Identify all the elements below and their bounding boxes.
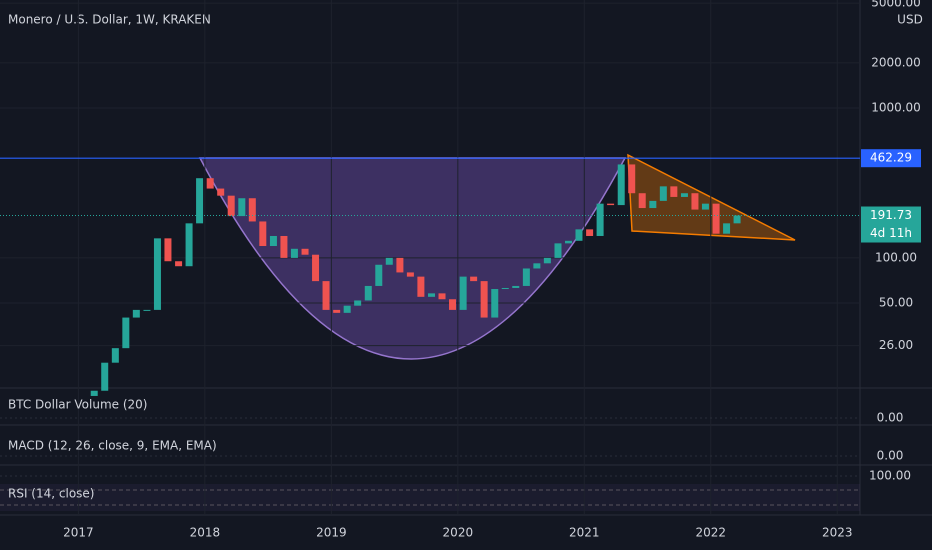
candle	[375, 264, 383, 286]
candle	[522, 268, 530, 286]
candle	[649, 200, 657, 209]
candle	[227, 195, 235, 217]
candle	[417, 276, 425, 297]
candle	[586, 229, 594, 236]
candle	[312, 254, 320, 282]
currency-label: USD	[897, 13, 923, 27]
candle	[185, 223, 193, 267]
y-tick-label: 100.00	[875, 250, 917, 264]
candle	[564, 240, 572, 244]
candle	[301, 248, 309, 255]
candle	[575, 229, 583, 241]
candle	[438, 293, 446, 300]
candle	[628, 164, 636, 194]
resistance-tag	[861, 149, 921, 168]
candle	[670, 186, 678, 197]
x-tick-label: 2017	[63, 526, 94, 540]
candle	[217, 188, 225, 196]
x-tick-label: 2022	[695, 526, 726, 540]
candle	[680, 193, 688, 197]
pane-title: RSI (14, close)	[8, 487, 94, 501]
candle	[638, 193, 646, 209]
candle	[259, 221, 267, 247]
candle	[607, 203, 615, 206]
candle	[396, 257, 404, 273]
candle	[280, 235, 288, 258]
resistance-label: 462.29	[870, 151, 912, 165]
candle	[491, 289, 499, 318]
candle	[701, 203, 709, 210]
x-tick-label: 2020	[443, 526, 474, 540]
candle	[153, 238, 161, 310]
candle	[659, 186, 667, 201]
candle	[269, 235, 277, 247]
countdown-label: 4d 11h	[870, 226, 912, 240]
chart-title: Monero / U.S. Dollar, 1W, KRAKEN	[8, 13, 211, 27]
candle	[428, 293, 436, 297]
y-tick-label: 50.00	[879, 296, 913, 310]
candle	[333, 309, 341, 313]
candle	[617, 164, 625, 206]
candle	[238, 198, 246, 217]
candle	[385, 257, 393, 265]
pane-tick-label: 0.00	[877, 449, 904, 463]
candle	[364, 285, 372, 301]
candle	[533, 263, 541, 269]
candle	[501, 287, 509, 290]
pane-title: MACD (12, 26, close, 9, EMA, EMA)	[8, 439, 217, 453]
candle	[480, 281, 488, 318]
candle	[322, 281, 330, 310]
y-tick-label: 5000.00	[871, 0, 921, 10]
y-tick-label: 26.00	[879, 338, 913, 352]
candle	[712, 203, 720, 234]
candle	[90, 390, 98, 396]
x-tick-label: 2018	[190, 526, 221, 540]
candle	[196, 178, 204, 224]
candle	[596, 203, 604, 236]
candle	[459, 276, 467, 310]
candle	[470, 276, 478, 282]
candle	[122, 317, 130, 349]
candle	[101, 362, 109, 391]
x-tick-label: 2023	[822, 526, 853, 540]
y-tick-label: 2000.00	[871, 55, 921, 69]
candle	[248, 198, 256, 222]
candle	[554, 243, 562, 258]
candle	[733, 215, 741, 224]
pane-tick-label: 0.00	[877, 411, 904, 425]
pane-tick-label: 100.00	[869, 469, 911, 483]
candle	[164, 238, 172, 262]
candle	[290, 248, 298, 258]
x-tick-label: 2019	[316, 526, 347, 540]
x-tick-label: 2021	[569, 526, 600, 540]
candle	[111, 348, 119, 363]
candle	[206, 178, 214, 189]
rsi-background	[0, 484, 860, 511]
last-price-label: 191.73	[870, 208, 912, 222]
candle	[512, 285, 520, 288]
candle	[406, 272, 414, 277]
candle	[132, 309, 140, 318]
candle	[354, 300, 362, 306]
candle	[143, 309, 151, 311]
candle	[449, 299, 457, 310]
candle	[691, 193, 699, 210]
candle	[343, 305, 351, 313]
last-price-tag	[861, 206, 921, 243]
pane-title: BTC Dollar Volume (20)	[8, 398, 147, 412]
candle	[723, 223, 731, 234]
candle	[543, 257, 551, 264]
candle	[175, 261, 183, 267]
y-tick-label: 1000.00	[871, 100, 921, 114]
